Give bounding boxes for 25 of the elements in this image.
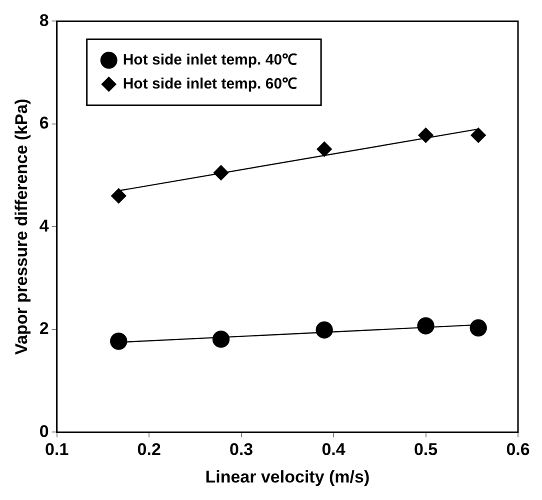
point xyxy=(470,319,487,337)
x-tick-label: 0.6 xyxy=(506,440,530,460)
y-tick-label: 2 xyxy=(39,319,49,338)
y-axis-title: Vapor pressure difference (kPa) xyxy=(12,98,31,355)
point xyxy=(212,330,230,348)
x-tick-label: 0.1 xyxy=(45,440,69,460)
point xyxy=(417,317,434,334)
y-tick-label: 8 xyxy=(39,10,49,30)
y-tick-label: 4 xyxy=(39,216,50,236)
legend-label: Hot side inlet temp. 60℃ xyxy=(122,75,298,92)
x-axis-title: Linear velocity (m/s) xyxy=(205,467,370,486)
point xyxy=(213,165,229,180)
y-tick-label: 6 xyxy=(39,114,49,133)
x-tick-label: 0.3 xyxy=(229,440,254,460)
point xyxy=(316,321,333,339)
point xyxy=(110,332,128,350)
point xyxy=(111,188,126,204)
point xyxy=(470,128,486,143)
legend-label: Hot side inlet temp. 40℃ xyxy=(122,51,298,68)
x-tick-label: 0.4 xyxy=(322,440,346,460)
y-tick-label: 0 xyxy=(39,422,49,441)
x-tick-label: 0.2 xyxy=(137,440,161,460)
point xyxy=(316,142,332,157)
point xyxy=(418,128,434,143)
x-tick-label: 0.5 xyxy=(414,440,438,460)
